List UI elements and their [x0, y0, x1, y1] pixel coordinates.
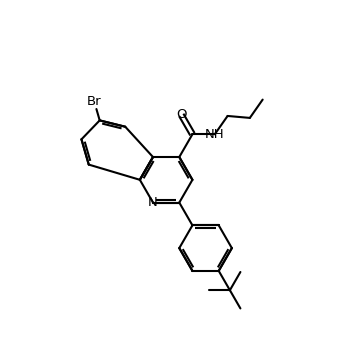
Text: NH: NH [205, 128, 225, 141]
Text: O: O [176, 108, 186, 121]
Text: Br: Br [87, 95, 102, 108]
Text: N: N [148, 196, 158, 209]
